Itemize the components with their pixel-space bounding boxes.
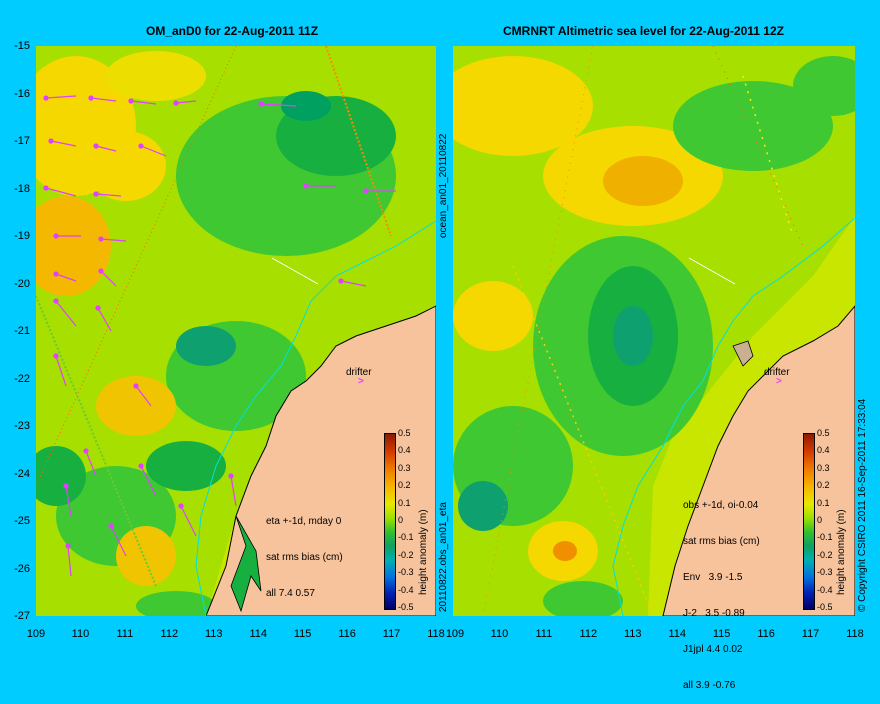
colorbar-label-right: height anomaly (m) (836, 509, 847, 595)
x-tick-label: 114 (668, 628, 686, 640)
x-tick-label: 116 (757, 628, 775, 640)
colorbar-right (803, 433, 815, 610)
right-map-title: CMRNRT Altimetric sea level for 22-Aug-2… (503, 24, 784, 38)
left-side-label: 20110822.obs_an01_eta (438, 502, 449, 612)
drifter-arrow-icon: > (358, 376, 364, 387)
y-tick-label: -19 (14, 230, 30, 242)
colorbar-tick-label: 0.5 (398, 428, 411, 438)
colorbar-tick-label: -0.1 (817, 532, 833, 543)
colorbar-tick-label: 0 (398, 515, 404, 525)
y-tick-label: -15 (14, 40, 30, 52)
colorbar-tick-label: 0.3 (817, 462, 830, 473)
x-tick-label: 110 (490, 628, 509, 640)
left-stats: eta +-1d, mday 0 sat rms bias (cm) all 7… (266, 516, 343, 599)
colorbar-left (384, 433, 396, 610)
x-tick-label: 117 (382, 628, 401, 640)
x-tick-label: 109 (445, 628, 465, 640)
colorbar-tick-label: -0.2 (817, 549, 833, 560)
colorbar-tick-label: -0.3 (398, 567, 414, 578)
y-tick-label: -25 (14, 515, 30, 527)
colorbar-tick-label: 0.4 (398, 445, 411, 456)
colorbar-tick-label: 0.1 (398, 497, 411, 508)
x-tick-label: 115 (293, 628, 312, 640)
x-tick-label: 111 (116, 628, 134, 640)
colorbar-tick-label: -0.5 (817, 602, 833, 612)
left-map-title: OM_anD0 for 22-Aug-2011 11Z (146, 24, 319, 38)
left-map[interactable] (36, 46, 436, 616)
colorbar-tick-label: -0.4 (398, 584, 414, 595)
x-tick-label: 115 (712, 628, 731, 640)
colorbar-tick-label: -0.4 (817, 584, 833, 595)
x-tick-label: 110 (71, 628, 90, 640)
x-tick-label: 112 (579, 628, 598, 640)
x-tick-label: 113 (623, 628, 642, 640)
y-tick-label: -22 (14, 372, 30, 385)
colorbar-tick-label: -0.2 (398, 549, 414, 560)
y-tick-label: -20 (14, 277, 30, 290)
colorbar-tick-label: -0.1 (398, 532, 414, 543)
x-tick-label: 117 (801, 628, 820, 640)
y-tick-label: -21 (14, 325, 30, 337)
drifter-label-left: drifter > (346, 367, 372, 387)
x-tick-label: 112 (160, 628, 179, 640)
y-tick-label: -18 (14, 182, 30, 195)
right-map[interactable] (453, 46, 855, 616)
right-stats: obs +-1d, oi-0.04 sat rms bias (cm) Env … (683, 500, 760, 691)
x-tick-label: 113 (204, 628, 223, 640)
x-tick-label: 116 (338, 628, 356, 640)
colorbar-tick-label: -0.3 (817, 567, 833, 578)
drifter-label-right: drifter > (764, 367, 790, 387)
y-tick-label: -17 (14, 135, 30, 147)
y-tick-label: -23 (14, 420, 30, 432)
colorbar-label-left: height anomaly (m) (418, 509, 429, 595)
colorbar-tick-label: 0.1 (817, 497, 830, 508)
copyright-text: © Copyright CSIRO 2011 16-Sep-2011 17:33… (857, 398, 868, 612)
colorbar-tick-label: 0.3 (398, 462, 411, 473)
x-tick-label: 109 (26, 628, 46, 640)
y-tick-label: -27 (14, 610, 30, 622)
x-tick-label: 118 (846, 628, 864, 640)
colorbar-tick-label: 0 (817, 515, 823, 525)
colorbar-tick-label: 0.4 (817, 445, 830, 456)
colorbar-tick-label: -0.5 (398, 602, 414, 612)
right-side-label: ocean_an01_20110822 (438, 133, 449, 238)
y-tick-label: -26 (14, 562, 30, 575)
x-tick-label: 111 (535, 628, 553, 640)
colorbar-tick-label: 0.2 (817, 480, 830, 491)
x-tick-label: 114 (249, 628, 267, 640)
y-tick-label: -24 (14, 467, 30, 480)
colorbar-tick-label: 0.5 (817, 428, 830, 438)
y-tick-label: -16 (14, 87, 30, 100)
colorbar-tick-label: 0.2 (398, 480, 411, 491)
x-tick-label: 118 (427, 628, 445, 640)
drifter-arrow-icon: > (776, 376, 782, 387)
